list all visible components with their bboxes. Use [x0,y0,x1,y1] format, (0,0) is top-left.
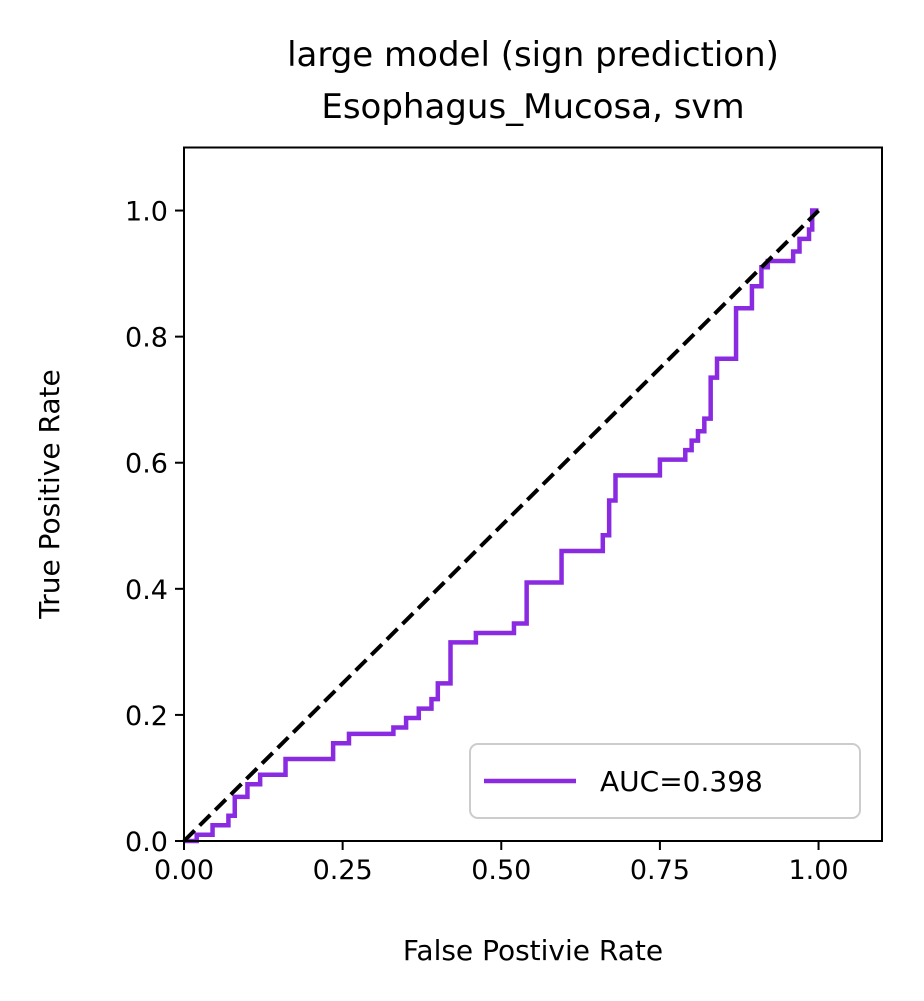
y-axis-label: True Positive Rate [33,369,66,619]
chart-title: large model (sign prediction) [287,35,779,75]
x-axis-ticks: 0.00 0.25 0.50 0.75 1.00 [154,841,849,886]
roc-curve [184,208,819,844]
y-tick-label: 0.2 [125,701,168,732]
y-tick-label: 0.0 [125,827,168,858]
legend: AUC=0.398 [469,743,861,819]
legend-box [469,743,861,819]
y-tick-label: 0.6 [125,449,168,480]
x-tick-label: 0.75 [630,855,690,886]
legend-label: AUC=0.398 [600,765,763,798]
x-axis-label: False Postivie Rate [403,934,663,967]
x-tick-label: 0.00 [154,855,214,886]
series-layer [182,208,820,844]
chance-diagonal [182,209,820,843]
y-axis-ticks: 0.0 0.2 0.4 0.6 0.8 1.0 [125,197,184,858]
y-tick-label: 0.4 [125,575,168,606]
x-tick-label: 1.00 [788,855,848,886]
chart-subtitle: Esophagus_Mucosa, svm [321,87,744,127]
x-tick-label: 0.50 [471,855,531,886]
x-tick-label: 0.25 [313,855,373,886]
y-tick-label: 1.0 [125,197,168,228]
y-tick-label: 0.8 [125,323,168,354]
plot-frame [183,146,883,842]
